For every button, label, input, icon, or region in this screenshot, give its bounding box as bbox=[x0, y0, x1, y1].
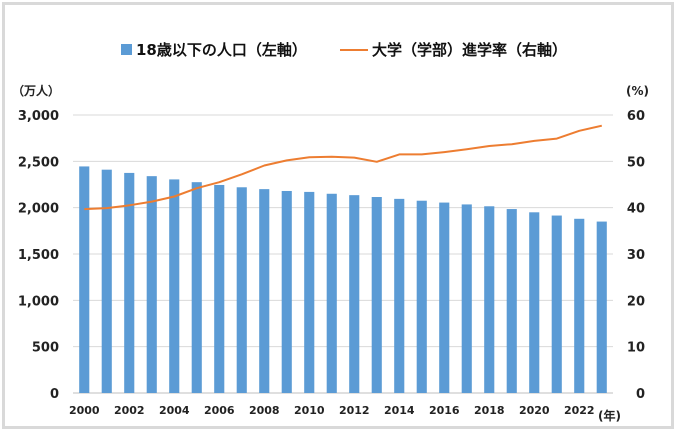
bar bbox=[371, 197, 382, 393]
right-tick-label: 0 bbox=[636, 387, 645, 402]
x-tick-label: 2000 bbox=[69, 404, 100, 417]
bar bbox=[281, 190, 292, 393]
line-series bbox=[84, 124, 603, 211]
bar bbox=[259, 189, 270, 393]
left-tick-label: 500 bbox=[32, 341, 59, 356]
left-tick-label: 1,500 bbox=[18, 248, 59, 263]
x-tick-label: 2006 bbox=[204, 404, 235, 417]
bar bbox=[506, 209, 517, 393]
right-tick-label: 60 bbox=[627, 109, 645, 124]
bar bbox=[214, 184, 225, 393]
x-tick-label: 2018 bbox=[474, 404, 505, 417]
x-axis-unit: (年) bbox=[598, 408, 621, 423]
x-tick-label: 2014 bbox=[384, 404, 415, 417]
x-tick-label: 2022 bbox=[564, 404, 595, 417]
line-path bbox=[84, 124, 603, 211]
bar bbox=[394, 198, 405, 393]
x-tick-label: 2004 bbox=[159, 404, 190, 417]
x-tick-label: 2002 bbox=[114, 404, 145, 417]
gridlines bbox=[73, 114, 613, 394]
bar bbox=[596, 221, 607, 393]
x-tick-label: 2012 bbox=[339, 404, 370, 417]
right-tick-label: 10 bbox=[627, 341, 645, 356]
x-tick-label: 2008 bbox=[249, 404, 280, 417]
bar bbox=[101, 169, 112, 393]
right-tick-label: 50 bbox=[627, 155, 645, 170]
bar bbox=[326, 193, 337, 393]
bar bbox=[236, 187, 247, 393]
left-tick-label: 1,000 bbox=[18, 294, 59, 309]
left-tick-label: 3,000 bbox=[18, 109, 59, 124]
bar bbox=[124, 172, 135, 393]
bar bbox=[439, 202, 450, 393]
bar bbox=[146, 176, 157, 393]
legend-label-line: 大学（学部）進学率（右軸） bbox=[372, 41, 567, 59]
bar bbox=[304, 191, 315, 393]
legend: 18歳以下の人口（左軸） 大学（学部）進学率（右軸） bbox=[121, 41, 567, 59]
bar bbox=[461, 204, 472, 393]
left-tick-label: 0 bbox=[50, 387, 59, 402]
right-axis-unit: (%) bbox=[626, 84, 649, 98]
chart-frame bbox=[2, 2, 674, 429]
right-tick-label: 20 bbox=[627, 294, 645, 309]
bar-series bbox=[79, 166, 607, 393]
right-tick-label: 30 bbox=[627, 248, 645, 263]
bar bbox=[79, 166, 90, 393]
left-tick-label: 2,000 bbox=[18, 202, 59, 217]
left-axis-unit: （万人） bbox=[12, 83, 60, 98]
left-tick-label: 2,500 bbox=[18, 155, 59, 170]
bar bbox=[484, 206, 495, 393]
bar bbox=[574, 218, 585, 393]
x-axis-ticks: 2000 2002 2004 2006 2008 2010 2012 2014 2016 2018… bbox=[69, 404, 595, 417]
bar bbox=[191, 182, 202, 393]
x-tick-label: 2020 bbox=[519, 404, 550, 417]
bar bbox=[529, 212, 540, 393]
bar bbox=[349, 195, 360, 393]
x-tick-label: 2016 bbox=[429, 404, 460, 417]
legend-label-bar: 18歳以下の人口（左軸） bbox=[136, 41, 307, 59]
bar bbox=[416, 200, 427, 393]
left-axis-ticks: 0 500 1,000 1,500 2,000 2,500 3,000 bbox=[18, 109, 59, 402]
legend-swatch-bar bbox=[121, 44, 132, 55]
bar bbox=[169, 179, 180, 393]
right-axis-ticks: 0 10 20 30 40 50 60 bbox=[627, 109, 645, 402]
x-tick-label: 2010 bbox=[294, 404, 325, 417]
bar bbox=[551, 215, 562, 393]
right-tick-label: 40 bbox=[627, 202, 645, 217]
